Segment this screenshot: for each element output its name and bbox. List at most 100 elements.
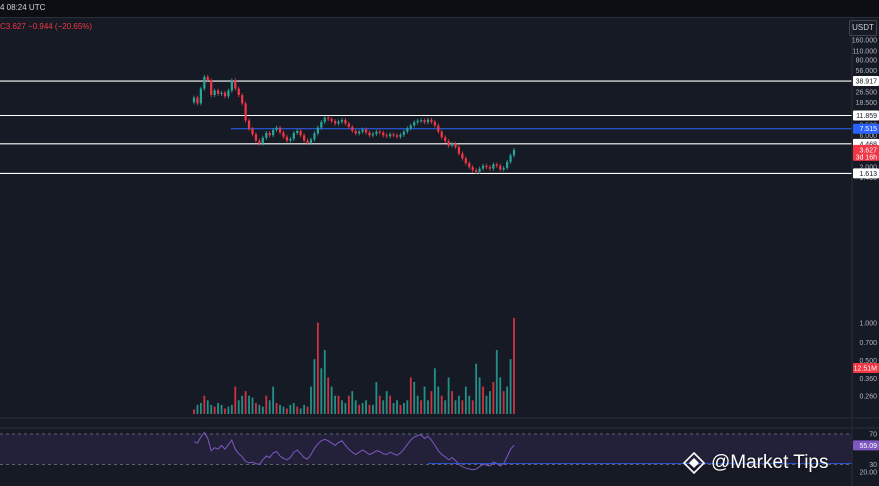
candle-body <box>272 129 275 136</box>
candle-body <box>275 127 278 130</box>
volume-tick-label: 0.700 <box>859 340 877 347</box>
candle-body <box>330 119 333 122</box>
level-tag <box>853 76 879 87</box>
candle-body <box>485 165 488 168</box>
volume-bar <box>478 377 481 414</box>
candle-body <box>254 134 258 141</box>
candle-body <box>389 134 392 137</box>
volume-bar <box>306 406 309 414</box>
candle-body <box>385 135 388 137</box>
level-label: 11.859 <box>856 113 877 120</box>
candle-body <box>351 126 354 131</box>
volume-bar <box>255 403 257 414</box>
volume-bar <box>358 404 361 414</box>
level-label: 4.468 <box>859 141 877 148</box>
volume-bar <box>482 386 484 414</box>
currency-badge[interactable]: USDT <box>849 20 877 36</box>
volume-bar <box>327 377 330 414</box>
candle-body <box>378 131 381 133</box>
volume-bar <box>344 403 347 414</box>
volume-bar <box>451 391 453 414</box>
candle-body <box>423 120 426 123</box>
candle-body <box>447 141 450 146</box>
volume-bar <box>279 404 281 414</box>
volume-tick-label: 0.360 <box>859 376 877 383</box>
candle-body <box>354 130 357 134</box>
candle-body <box>302 135 306 141</box>
volume-bar <box>251 397 254 414</box>
volume-bar <box>282 406 285 414</box>
volume-pane <box>193 318 515 414</box>
candle-body <box>285 136 289 141</box>
volume-bar <box>244 391 247 414</box>
candle-body <box>247 120 251 129</box>
candle-body <box>258 140 261 144</box>
candle-body <box>413 122 416 126</box>
candle-body <box>475 170 478 172</box>
candle-body <box>492 164 495 169</box>
level-tag <box>853 110 879 121</box>
candle-body <box>306 140 309 143</box>
volume-bar <box>268 400 271 414</box>
candle-body <box>203 76 206 89</box>
volume-bar <box>399 404 402 414</box>
volume-bar <box>347 395 350 414</box>
candle-body <box>282 132 285 137</box>
volume-bar <box>323 350 326 414</box>
volume-bar <box>272 386 275 414</box>
candle-body <box>309 139 313 143</box>
candle-body <box>327 117 330 120</box>
watermark: @Market Tips <box>683 449 828 477</box>
volume-bar <box>296 406 299 414</box>
price-axis: 160.000110.00080.00056.00026.50018.5008.… <box>0 17 879 486</box>
candle-body <box>265 132 268 138</box>
candle-body <box>509 155 512 162</box>
candle-body <box>437 125 440 132</box>
volume-bar <box>454 400 457 414</box>
candle-body <box>216 90 220 94</box>
volume-bar <box>286 408 288 414</box>
price-tick-label: 160.000 <box>852 38 877 45</box>
candle-body <box>382 132 385 136</box>
volume-bar <box>475 363 478 414</box>
volume-bar <box>420 400 422 414</box>
volume-bar <box>406 400 409 414</box>
candle-body <box>340 119 344 122</box>
candle-body <box>261 137 264 144</box>
candle-body <box>444 137 447 142</box>
rsi-tick-label: 20.00 <box>859 470 877 477</box>
candle-body <box>402 131 406 135</box>
candle-body <box>196 97 199 104</box>
hline-tag <box>853 123 879 134</box>
volume-bar <box>461 400 464 414</box>
volume-bar <box>210 404 213 414</box>
candle-body <box>234 80 237 89</box>
candle-body <box>506 161 509 168</box>
candle-body <box>433 121 436 126</box>
volume-bar <box>464 386 467 414</box>
volume-bar <box>217 403 219 414</box>
candle-body <box>416 120 419 123</box>
volume-bar <box>361 403 364 414</box>
ohlc-readout: C3.627 −0.944 (−20.65%) <box>0 22 93 31</box>
volume-bar <box>471 400 474 414</box>
candle-body <box>244 103 247 121</box>
candle-body <box>292 132 295 139</box>
price-tick-label: 26.500 <box>856 90 878 97</box>
candle-body <box>478 168 481 172</box>
volume-bar <box>303 404 306 414</box>
candle-body <box>220 92 223 94</box>
watermark-text: @Market Tips <box>711 452 829 473</box>
candle-body <box>499 165 502 170</box>
volume-tick-label: 0.500 <box>859 358 877 365</box>
candle-body <box>450 143 454 146</box>
last-price-label: 3.627 <box>859 147 877 154</box>
volume-bar <box>199 403 202 414</box>
candle-body <box>296 130 299 133</box>
volume-bar <box>458 395 460 414</box>
candle-body <box>395 135 399 137</box>
volume-bar <box>193 409 195 414</box>
volume-tick-label: 1.000 <box>859 321 877 328</box>
price-tick-label: 1.400 <box>859 175 877 182</box>
